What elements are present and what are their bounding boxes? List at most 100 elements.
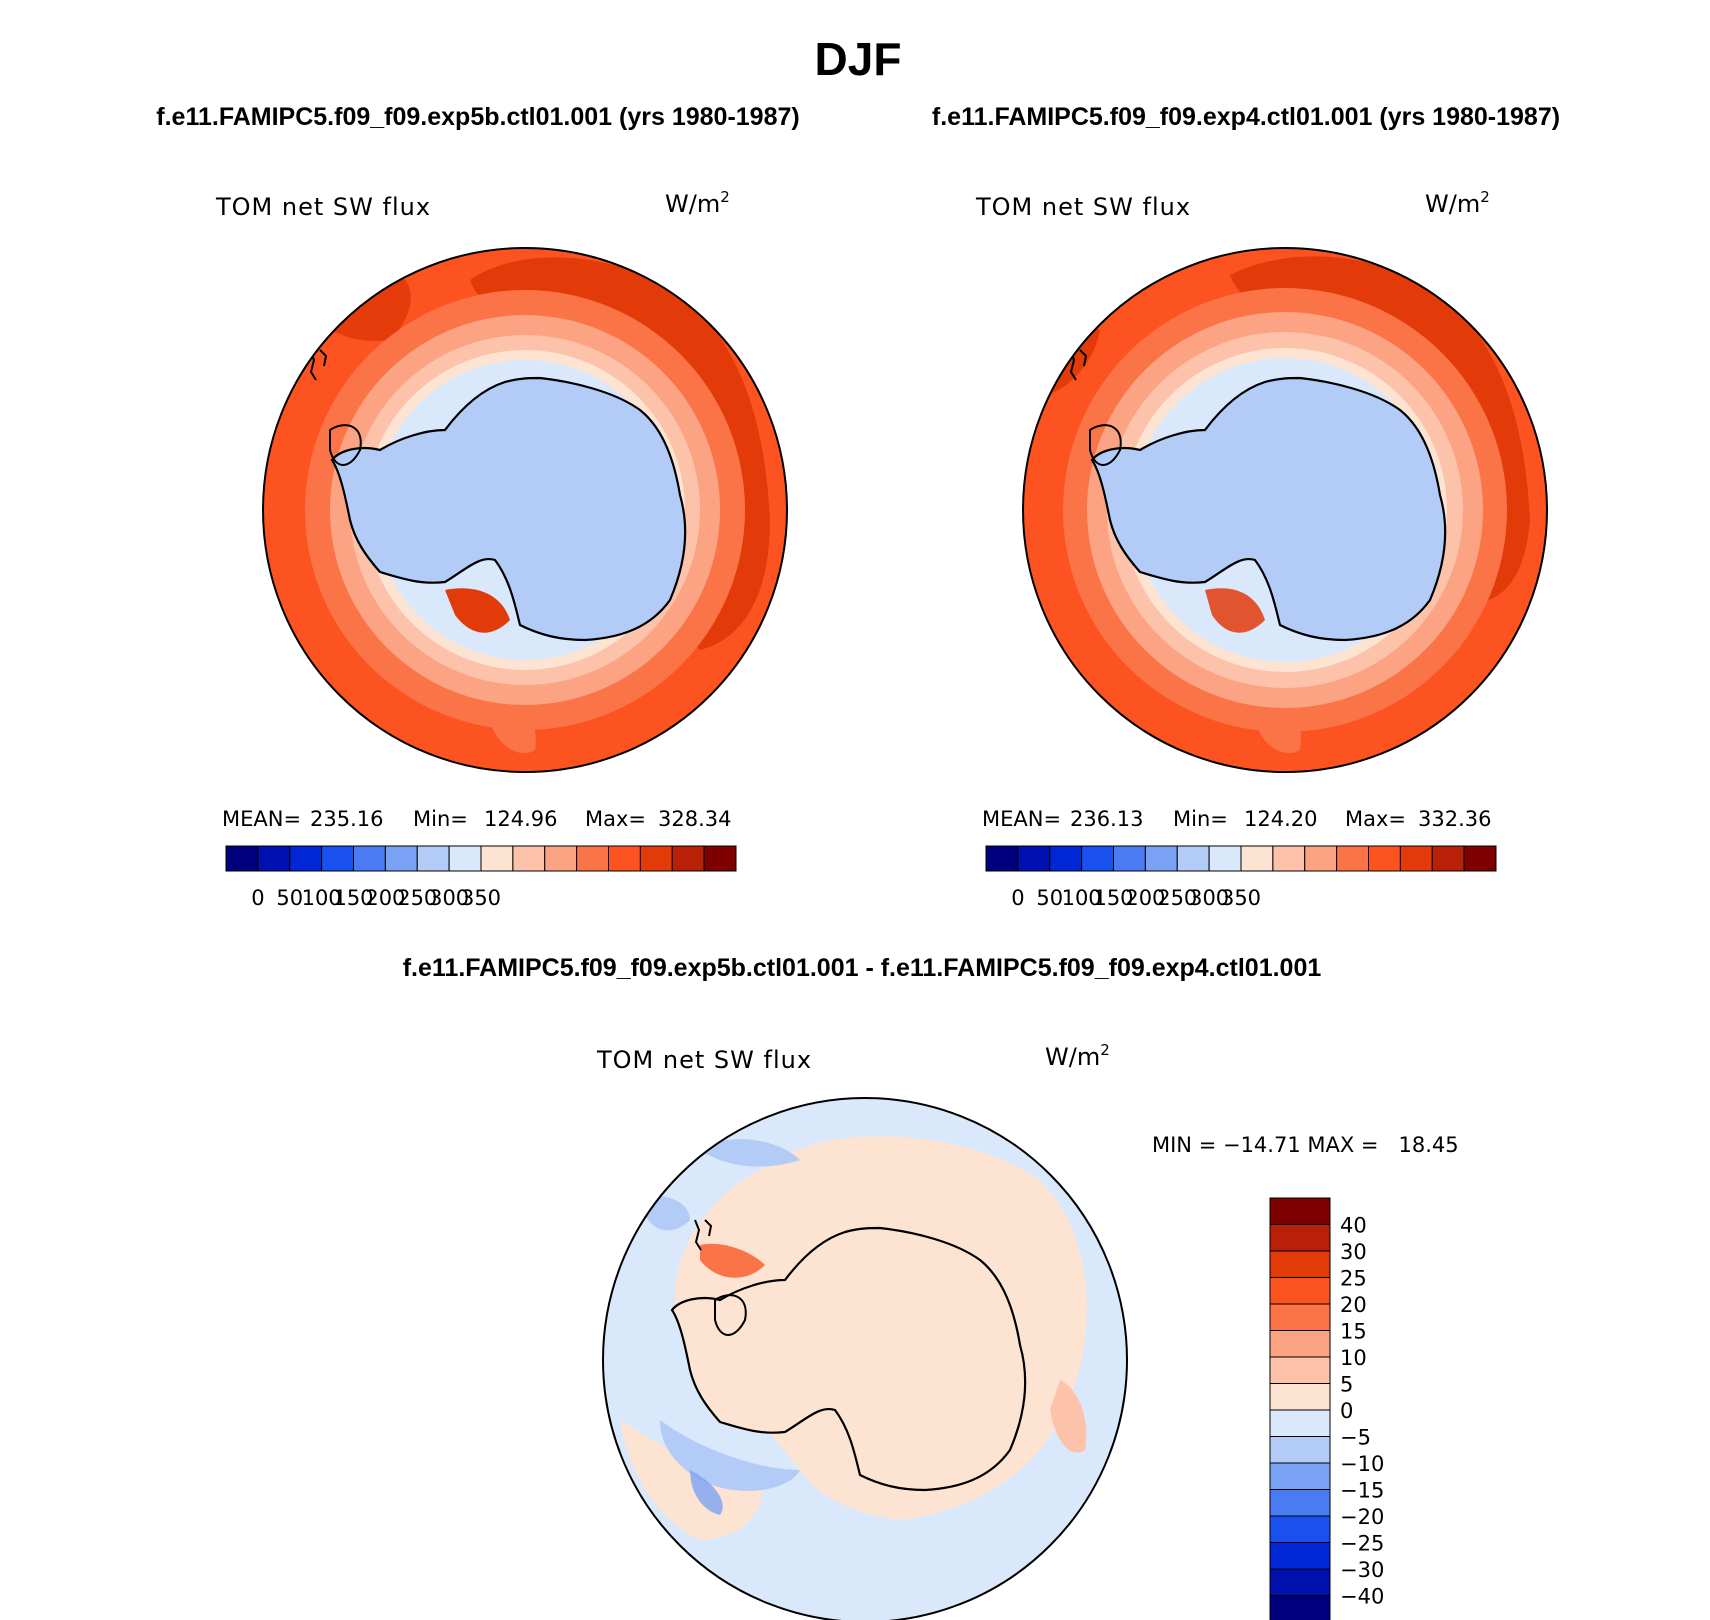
colorbar-box <box>1113 845 1146 872</box>
colorbar-tick-label: 25 <box>1340 1267 1367 1291</box>
panel-difference: TOM net SW flux W/m2 MIN = −14.71 MAX = … <box>596 1041 1459 1620</box>
panel1-variable: TOM net SW flux <box>215 193 431 221</box>
colorbar-tick-label: 300 <box>1189 886 1229 910</box>
svg-text:332.36: 332.36 <box>1418 807 1491 831</box>
colorbar-tick-label: 250 <box>1157 886 1197 910</box>
colorbar-box <box>1269 1224 1331 1252</box>
colorbar-tick-label: 100 <box>302 886 342 910</box>
colorbar-box <box>1463 845 1497 872</box>
colorbar-box <box>639 845 673 872</box>
colorbar-tick-label: −20 <box>1340 1505 1384 1529</box>
colorbar-box <box>1336 845 1369 872</box>
svg-text:328.34: 328.34 <box>658 807 731 831</box>
colorbar-box <box>1269 1197 1331 1225</box>
colorbar-box <box>1269 1330 1331 1358</box>
colorbar-box <box>1144 845 1178 872</box>
colorbar-tick-label: −30 <box>1340 1558 1384 1582</box>
colorbar-box <box>289 845 323 872</box>
svg-text:Max=: Max= <box>1345 807 1406 831</box>
colorbar-tick-label: 0 <box>1340 1399 1353 1423</box>
case1-title: f.e11.FAMIPC5.f09_f09.exp5b.ctl01.001 (y… <box>156 103 799 131</box>
colorbar-tick-label: 350 <box>461 886 501 910</box>
colorbar-box <box>1269 1356 1331 1384</box>
colorbar-box <box>1269 1489 1331 1517</box>
colorbar-box <box>1399 845 1433 872</box>
colorbar-box <box>1269 1277 1331 1305</box>
season-title: DJF <box>815 33 902 85</box>
colorbar-tick-label: −15 <box>1340 1479 1384 1503</box>
colorbar-tick-label: 300 <box>429 886 469 910</box>
colorbar-box <box>1240 845 1274 872</box>
colorbar-box <box>703 845 737 872</box>
colorbar-box <box>1304 845 1338 872</box>
colorbar-tick-label: 200 <box>365 886 405 910</box>
panel-case1: TOM net SW flux W/m2 MEAN= 235.16 Min= 1… <box>215 188 788 910</box>
svg-text:Max=: Max= <box>585 807 646 831</box>
map-case1-border <box>262 247 788 773</box>
colorbar-box <box>1269 1409 1331 1437</box>
colorbar-box <box>1017 845 1051 872</box>
colorbar-box <box>353 845 386 872</box>
colorbar-box <box>1049 845 1083 872</box>
panel2-units: W/m2 <box>1425 188 1490 218</box>
map-case2-border <box>1022 247 1548 773</box>
svg-text:235.16: 235.16 <box>310 807 383 831</box>
colorbar-tick-label: 200 <box>1125 886 1165 910</box>
diff-variable: TOM net SW flux <box>596 1046 812 1074</box>
colorbar-tick-label: 0 <box>1011 886 1024 910</box>
svg-text:MEAN=: MEAN= <box>222 807 301 831</box>
colorbar-box <box>1081 845 1114 872</box>
panel1-stats: MEAN= 235.16 Min= 124.96 Max= 328.34 <box>222 807 731 831</box>
panel-case2: TOM net SW flux W/m2 MEAN= 236.13 Min= 1… <box>975 188 1548 910</box>
colorbar-tick-label: −25 <box>1340 1532 1384 1556</box>
colorbar-tick-label: 50 <box>1036 886 1063 910</box>
colorbar-tick-label: 5 <box>1340 1373 1353 1397</box>
colorbar-box <box>576 845 609 872</box>
colorbar-box <box>1269 1542 1331 1570</box>
colorbar-tick-label: −5 <box>1340 1426 1371 1450</box>
map-difference-border <box>602 1097 1128 1620</box>
panel2-stats: MEAN= 236.13 Min= 124.20 Max= 332.36 <box>982 807 1491 831</box>
colorbar-box <box>1269 1595 1331 1620</box>
colorbar-box <box>225 845 259 872</box>
colorbar-box <box>1269 1436 1331 1464</box>
svg-text:124.96: 124.96 <box>484 807 557 831</box>
colorbar-tick-label: 50 <box>276 886 303 910</box>
colorbar-box <box>1208 845 1242 872</box>
colorbar-tick-label: 15 <box>1340 1320 1367 1344</box>
colorbar-tick-label: −40 <box>1340 1585 1384 1609</box>
svg-text:Min=: Min= <box>413 807 468 831</box>
diff-title: f.e11.FAMIPC5.f09_f09.exp5b.ctl01.001 - … <box>403 954 1322 982</box>
colorbar-box <box>1272 845 1306 872</box>
colorbar-box <box>1269 1383 1331 1411</box>
map-case1 <box>263 248 787 772</box>
svg-text:Min=: Min= <box>1173 807 1228 831</box>
panel2-variable: TOM net SW flux <box>975 193 1191 221</box>
colorbar-tick-label: 40 <box>1340 1214 1367 1238</box>
colorbar-box <box>321 845 354 872</box>
colorbar-box <box>384 845 418 872</box>
colorbar-box <box>1269 1303 1331 1331</box>
diff-units: W/m2 <box>1045 1041 1110 1071</box>
map-difference <box>603 1098 1127 1620</box>
colorbar-box <box>512 845 546 872</box>
colorbar-box <box>608 845 641 872</box>
colorbar-tick-label: 0 <box>251 886 264 910</box>
svg-text:124.20: 124.20 <box>1244 807 1317 831</box>
colorbar-box <box>448 845 482 872</box>
colorbar-box <box>1431 845 1465 872</box>
colorbar-box <box>544 845 578 872</box>
colorbar-box <box>1269 1515 1331 1543</box>
colorbar-tick-label: 150 <box>333 886 373 910</box>
map-case2 <box>1023 248 1547 772</box>
diff-stats: MIN = −14.71 MAX = 18.45 <box>1152 1133 1459 1157</box>
panel1-units: W/m2 <box>665 188 730 218</box>
colorbar-tick-label: 20 <box>1340 1293 1367 1317</box>
colorbar-box <box>1368 845 1401 872</box>
colorbar-tick-label: 30 <box>1340 1240 1367 1264</box>
colorbar-tick-label: 100 <box>1062 886 1102 910</box>
colorbar-box <box>480 845 514 872</box>
